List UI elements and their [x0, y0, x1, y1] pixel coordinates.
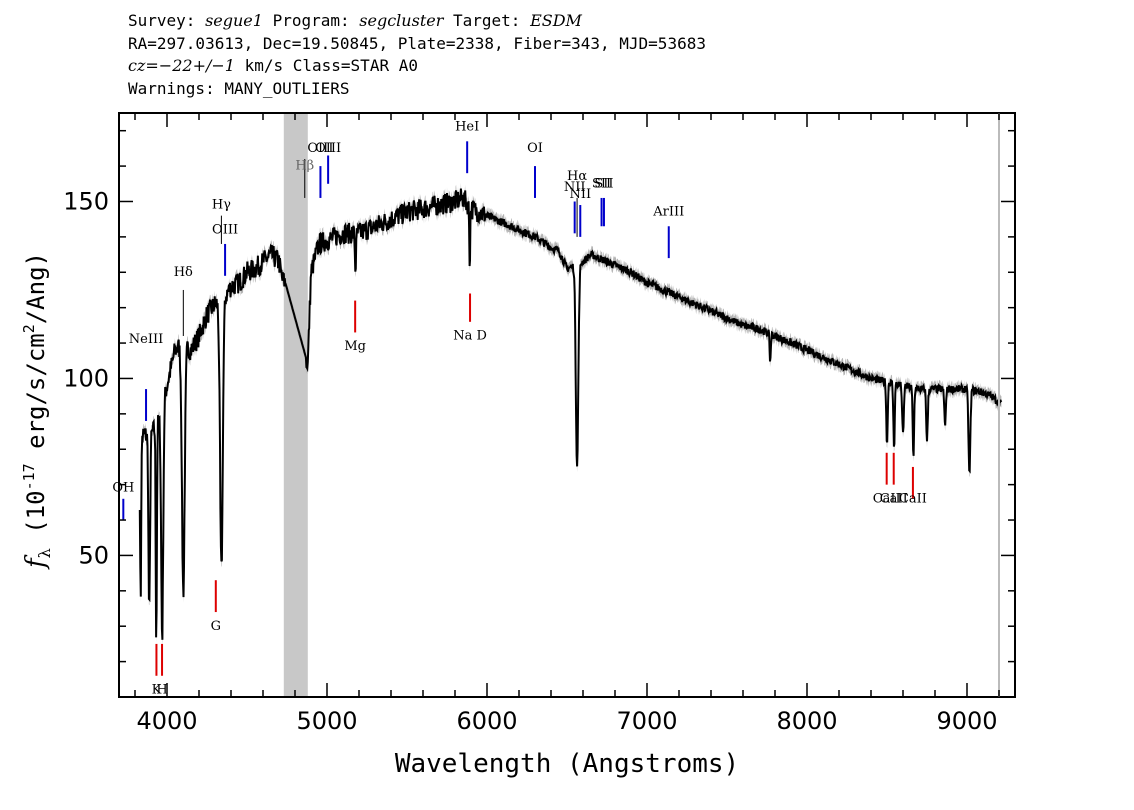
line-label-22: CaII	[880, 491, 908, 506]
line-label-21: CaII	[873, 491, 901, 506]
survey-label: Survey:	[128, 11, 196, 30]
x-tick-label-5000: 5000	[296, 707, 357, 735]
plot-frame	[118, 112, 1016, 698]
header-line-warnings: Warnings: MANY_OUTLIERS	[128, 78, 350, 98]
cz-label: cz=	[128, 56, 159, 75]
header-line-coordinates: RA=297.03613, Dec=19.50845, Plate=2338, …	[128, 33, 706, 53]
line-label-16: K	[152, 682, 162, 697]
header-line-survey: Survey: segue1 Program: segcluster Targe…	[128, 10, 706, 33]
line-label-19: Mg	[344, 339, 366, 354]
line-label-14: SII	[594, 176, 613, 191]
line-label-8: HeI	[455, 120, 479, 135]
y-tick-label-100: 100	[63, 364, 109, 392]
program-label: Program:	[272, 11, 350, 30]
line-label-10: NII	[564, 180, 586, 195]
line-label-5: Hβ	[295, 159, 314, 174]
line-label-1: NeIII	[129, 332, 163, 347]
cz-value: −22+/−1	[158, 56, 235, 75]
x-tick-label-8000: 8000	[776, 707, 837, 735]
line-label-6: OIII	[307, 141, 333, 156]
line-label-20: Na D	[453, 329, 487, 344]
line-label-18: G	[211, 619, 221, 634]
line-label-23: CaII	[899, 491, 927, 506]
x-tick-label-7000: 7000	[616, 707, 677, 735]
header-line-redshift: cz=−22+/−1 km/s Class=STAR A0	[128, 55, 706, 78]
x-tick-label-4000: 4000	[136, 707, 197, 735]
x-axis-title: Wavelength (Angstroms)	[395, 749, 739, 779]
spectrum-line	[138, 188, 1003, 640]
line-label-9: OI	[527, 141, 543, 156]
spectrum-header: Survey: segue1 Program: segcluster Targe…	[128, 10, 706, 100]
line-label-4: OIII	[212, 222, 238, 237]
y-tick-label-50: 50	[78, 541, 109, 569]
line-label-15: ArIII	[652, 205, 684, 220]
line-label-11: Hα	[567, 169, 587, 184]
masked-band	[283, 113, 308, 697]
y-tick-label-150: 150	[63, 187, 109, 215]
target-value: ESDM	[530, 11, 582, 30]
program-value: segcluster	[359, 11, 444, 30]
line-marker-layer: OHNeIIIHδHγOIIIHβOIIIOIIIHeIOINIIHαNIISI…	[112, 120, 927, 698]
line-label-2: Hδ	[174, 265, 193, 280]
spectrum-layer	[138, 188, 1003, 640]
line-label-3: Hγ	[212, 198, 231, 213]
line-label-17: H	[156, 682, 167, 697]
survey-value: segue1	[205, 11, 263, 30]
y-axis-title: fλ (10-17 erg/s/cm2/Ang)	[20, 252, 54, 570]
line-label-12: NII	[569, 187, 591, 202]
x-tick-label-6000: 6000	[456, 707, 517, 735]
masked-region-layer	[283, 113, 308, 697]
target-label: Target:	[453, 11, 521, 30]
cz-rest: km/s Class=STAR A0	[234, 56, 418, 75]
line-label-13: SII	[592, 176, 611, 191]
axes-layer: 4000 5000 6000 7000 8000 9000 50 100 150	[63, 112, 1016, 735]
x-tick-label-9000: 9000	[936, 707, 997, 735]
line-label-7: OIII	[315, 141, 341, 156]
line-label-0: OH	[112, 481, 134, 496]
